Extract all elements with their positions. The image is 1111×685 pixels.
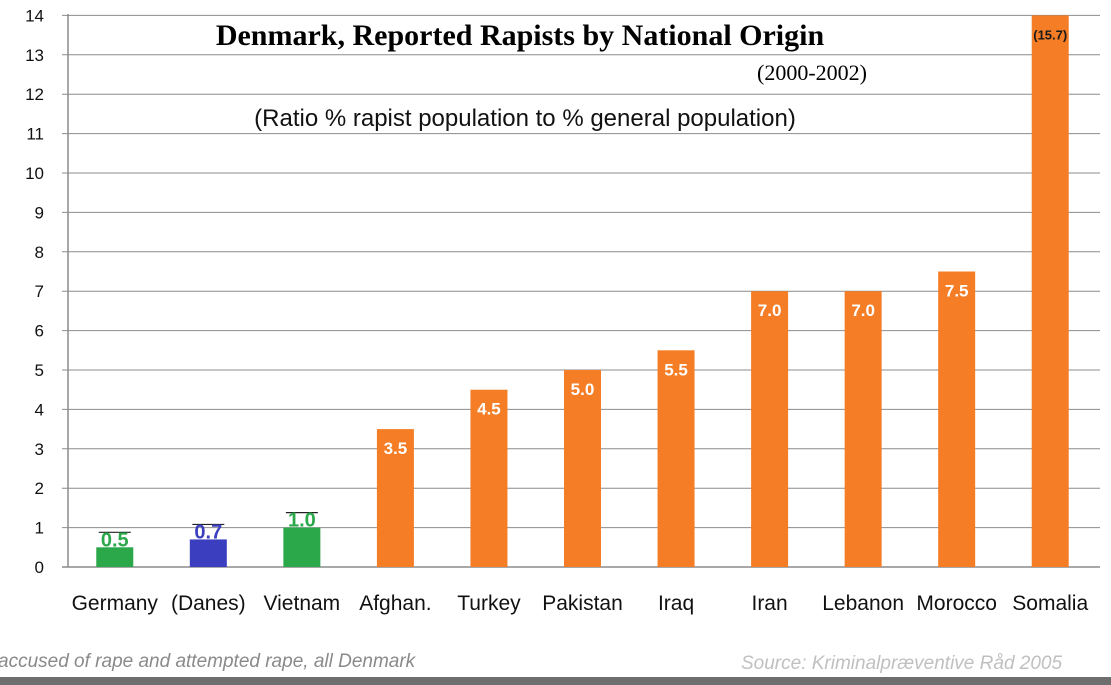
y-tick-label: 3 xyxy=(35,440,44,459)
y-tick-label: 7 xyxy=(35,282,44,301)
x-category-label: (Danes) xyxy=(171,592,246,615)
bar-iran xyxy=(751,291,789,567)
x-category-label: Morocco xyxy=(916,592,997,615)
y-tick-label: 1 xyxy=(35,519,44,538)
data-label: 7.0 xyxy=(758,301,782,320)
x-category-label: Vietnam xyxy=(264,592,341,615)
chart-annotation: (Ratio % rapist population to % general … xyxy=(254,105,796,132)
x-category-label: Pakistan xyxy=(542,592,623,615)
y-tick-label: 2 xyxy=(35,479,44,498)
bottom-strip xyxy=(0,677,1111,685)
data-label: 4.5 xyxy=(477,400,501,419)
bar-pakistan xyxy=(564,370,601,567)
source-note: Source: Kriminalpræventive Råd 2005 xyxy=(741,653,1062,674)
x-category-label: Turkey xyxy=(457,592,521,615)
data-label: 7.0 xyxy=(851,301,875,320)
data-label: 5.0 xyxy=(571,380,595,399)
chart-subtitle: (2000-2002) xyxy=(757,60,867,85)
bar-danes xyxy=(189,539,227,567)
y-tick-label: 8 xyxy=(35,243,44,262)
x-category-label: Lebanon xyxy=(822,592,904,615)
data-label: 0.5 xyxy=(101,529,129,551)
data-label: 7.5 xyxy=(945,282,969,301)
x-axis-categories: Germany (Danes) Vietnam Afghan. Turkey Pakist… xyxy=(72,592,1089,615)
bar-morocco xyxy=(938,271,976,567)
footnote: accused of rape and attempted rape, all … xyxy=(0,651,417,672)
chart-title: Denmark, Reported Rapists by National Or… xyxy=(216,19,825,52)
bar-somalia xyxy=(1031,15,1069,567)
y-tick-label: 6 xyxy=(35,322,44,341)
bar-iraq xyxy=(657,350,695,567)
y-tick-label: 5 xyxy=(35,361,44,380)
data-label: (15.7) xyxy=(1033,27,1067,42)
y-tick-label: 9 xyxy=(35,203,44,222)
bars xyxy=(96,15,1069,567)
bar-vietnam xyxy=(283,527,321,567)
data-label: 0.7 xyxy=(194,521,222,543)
y-tick-label: 0 xyxy=(35,558,44,577)
x-category-label: Iraq xyxy=(658,592,694,615)
y-tick-label: 11 xyxy=(26,125,44,144)
y-tick-label: 13 xyxy=(25,46,44,65)
y-tick-label: 4 xyxy=(35,400,44,419)
y-tick-label: 10 xyxy=(25,164,44,183)
x-category-label: Germany xyxy=(72,592,159,615)
bar-turkey xyxy=(470,389,508,567)
x-category-label: Somalia xyxy=(1012,592,1088,615)
x-category-label: Afghan. xyxy=(359,592,431,615)
x-category-label: Iran xyxy=(751,592,787,615)
bar-afghan xyxy=(376,429,414,567)
y-tick-label: 14 xyxy=(25,6,44,25)
data-label: 3.5 xyxy=(384,439,408,458)
data-label: 1.0 xyxy=(288,510,316,532)
data-labels: 0.5 0.7 1.0 3.5 4.5 5.0 5.5 7.0 7.0 7.5 (15.7) xyxy=(98,27,1067,551)
bar-germany xyxy=(96,547,134,567)
data-label: 5.5 xyxy=(664,360,688,379)
bar-lebanon xyxy=(844,291,882,567)
y-tick-label: 12 xyxy=(25,85,44,104)
